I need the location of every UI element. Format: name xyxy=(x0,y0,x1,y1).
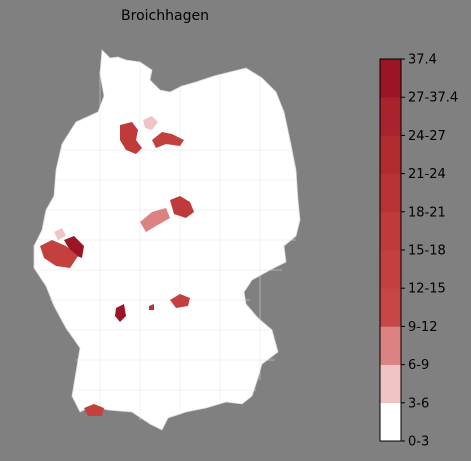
region-west-small xyxy=(54,228,66,240)
legend-tick-label: 15-18 xyxy=(408,244,446,259)
legend-bin xyxy=(380,402,401,442)
legend-tick-label: 27-37.4 xyxy=(408,91,458,106)
region-central xyxy=(140,208,170,232)
region-north-west xyxy=(120,122,142,154)
region-southwest-dark xyxy=(115,304,126,322)
region-west-dark xyxy=(64,236,84,258)
region-central-east xyxy=(170,196,194,218)
legend-tick-label: 37.4 xyxy=(408,53,437,68)
legend-bin xyxy=(380,326,401,365)
legend-bin xyxy=(380,250,401,289)
legend-bin xyxy=(380,364,401,404)
region-west xyxy=(40,240,78,268)
legend-bin xyxy=(380,211,401,251)
legend-bin xyxy=(380,173,401,213)
legend-tick-label: 6-9 xyxy=(408,358,429,373)
legend-tick-label: 21-24 xyxy=(408,167,446,182)
legend-bin xyxy=(380,97,401,136)
legend-tick-label: 3-6 xyxy=(408,396,429,411)
legend-tick-label: 24-27 xyxy=(408,129,446,144)
region-south-central xyxy=(170,294,190,308)
legend-tick-label: 0-3 xyxy=(408,435,429,450)
legend-tick-label: 12-15 xyxy=(408,282,446,297)
legend-tick-label: 9-12 xyxy=(408,320,438,335)
region-north-east xyxy=(152,132,184,148)
legend-bin xyxy=(380,135,401,174)
region-south-border xyxy=(84,404,104,416)
legend-tick-label: 18-21 xyxy=(408,205,446,220)
legend-bin xyxy=(380,59,401,98)
region-south-small xyxy=(149,304,154,310)
map-title: Broichhagen xyxy=(121,8,209,24)
region-north-small xyxy=(143,116,158,130)
legend-bin xyxy=(380,288,401,327)
district-borders xyxy=(40,62,298,420)
